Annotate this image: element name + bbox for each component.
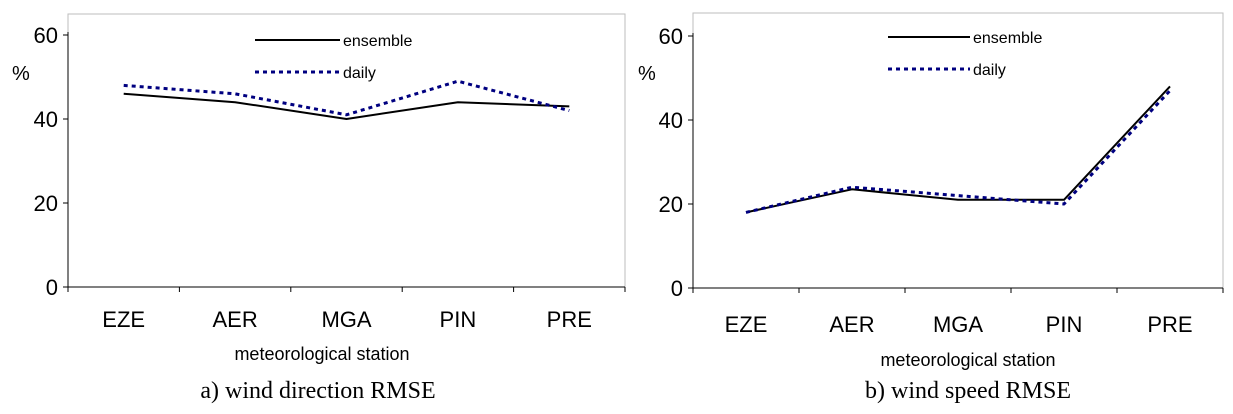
x-tick-label: EZE	[102, 307, 145, 332]
legend: ensemble daily	[255, 33, 412, 82]
plot-border	[67, 13, 626, 288]
axes	[63, 32, 626, 292]
x-tick-labels: EZE AER MGA PIN PRE	[102, 307, 592, 332]
legend-label-ensemble: ensemble	[343, 33, 412, 50]
y-tick-labels: 0 20 40 60	[34, 23, 58, 300]
panel-wind-speed: 0 20 40 60 % EZE AER MGA PIN PRE ensembl…	[638, 12, 1224, 404]
x-tick-label: EZE	[725, 312, 768, 337]
x-tick-label: PRE	[547, 307, 592, 332]
legend-label-daily: daily	[973, 62, 1006, 79]
legend-label-daily: daily	[343, 65, 376, 82]
y-tick-label: 60	[34, 23, 58, 48]
y-tick-label: 0	[671, 276, 683, 301]
series-line-daily	[745, 89, 1172, 214]
x-axis-label: meteorological station	[234, 344, 409, 364]
x-tick-label: PIN	[440, 307, 477, 332]
y-axis-label: %	[12, 63, 30, 85]
y-tick-label: 60	[659, 24, 683, 49]
axes	[688, 33, 1224, 293]
y-tick-label: 20	[34, 191, 58, 216]
series-group	[745, 85, 1172, 214]
x-tick-label: AER	[829, 312, 874, 337]
series-line-daily	[123, 79, 570, 117]
series-group	[123, 79, 570, 120]
series-line-ensemble	[123, 92, 570, 120]
panel-wind-direction: 0 20 40 60 % EZE AER MGA PIN PRE ensembl…	[12, 13, 626, 404]
chart-caption: b) wind speed RMSE	[865, 378, 1071, 404]
y-tick-label: 0	[46, 275, 58, 300]
y-tick-label: 40	[34, 107, 58, 132]
legend: ensemble daily	[888, 30, 1042, 79]
x-tick-label: MGA	[321, 307, 371, 332]
chart-caption: a) wind direction RMSE	[200, 378, 435, 404]
x-tick-label: AER	[212, 307, 257, 332]
y-tick-label: 40	[659, 108, 683, 133]
x-tick-label: PRE	[1147, 312, 1192, 337]
legend-label-ensemble: ensemble	[973, 30, 1042, 47]
series-line-ensemble	[745, 85, 1171, 214]
x-axis-label: meteorological station	[880, 350, 1055, 370]
plot-border	[692, 12, 1224, 289]
x-tick-labels: EZE AER MGA PIN PRE	[725, 312, 1193, 337]
y-axis-label: %	[638, 63, 656, 85]
y-tick-labels: 0 20 40 60	[659, 24, 683, 301]
y-tick-label: 20	[659, 192, 683, 217]
x-tick-label: PIN	[1046, 312, 1083, 337]
x-tick-label: MGA	[933, 312, 983, 337]
